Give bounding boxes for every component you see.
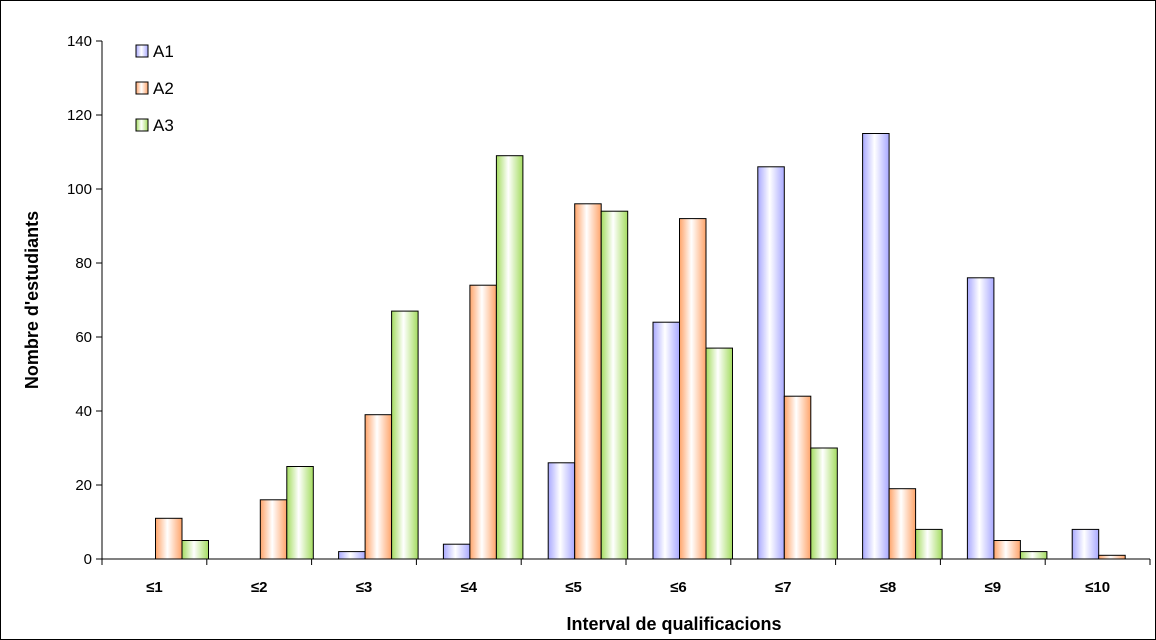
y-tick-label: 140 [67,33,92,50]
y-axis-title: Nombre d'estudiants [22,211,42,389]
legend-swatch-A1 [135,44,149,58]
bar-A2-5 [574,203,602,560]
x-categories-layer: ≤1 ≤2 ≤3 ≤4 ≤5 ≤6 ≤7 ≤8 ≤9 ≤10 [146,579,1110,596]
bar-A2-10 [1098,554,1126,560]
bar-A1-9 [966,277,995,560]
x-tick-label: ≤10 [1085,579,1110,596]
bar-A3-8 [915,528,943,560]
bar-A1-8 [862,133,890,560]
bar-A1-4 [442,543,471,560]
bar-A2-4 [469,284,497,560]
y-tick-label: 100 [67,181,92,198]
bar-A3-9 [1019,551,1048,560]
y-tick-label: 120 [67,107,92,124]
x-tick-label: ≤6 [670,579,687,596]
x-tick-label: ≤5 [565,579,582,596]
x-tick-label: ≤4 [461,579,478,596]
axes-layer [101,41,1151,565]
x-tick-label: ≤9 [985,579,1002,596]
bar-A1-7 [757,166,785,560]
y-ticks-layer: 0 20 40 60 80 100 120 140 [67,33,102,568]
bars-layer [155,133,1126,560]
bar-A2-7 [783,395,812,560]
y-tick-label: 60 [75,329,92,346]
legend-label-A1: A1 [153,42,174,61]
bar-A1-6 [652,321,680,560]
bar-A2-8 [888,488,917,560]
y-tick-label: 40 [75,403,92,420]
bar-A2-3 [364,414,393,560]
bar-A3-3 [391,310,419,560]
legend-swatch-A3 [135,118,149,132]
x-tick-label: ≤7 [775,579,792,596]
bar-A2-9 [993,540,1021,560]
y-tick-label: 0 [84,551,92,568]
bar-A1-3 [338,551,366,560]
bar-A3-4 [495,155,524,560]
bar-A2-1 [155,517,183,560]
bar-A3-5 [600,210,629,560]
x-axis-title: Interval de qualificacions [566,614,781,634]
bar-A3-1 [181,540,209,560]
legend-label-A3: A3 [153,116,174,135]
bar-A1-10 [1071,528,1100,560]
y-tick-label: 80 [75,255,92,272]
x-tick-label: ≤2 [251,579,268,596]
legend-swatch-A2 [135,81,149,95]
bar-A3-7 [810,447,838,560]
y-tick-label: 20 [75,477,92,494]
bar-A3-6 [705,347,733,560]
x-tick-label: ≤8 [880,579,897,596]
legend: A1 A2 A3 [135,42,174,135]
bar-A3-2 [286,466,314,560]
bar-A2-2 [259,499,288,560]
x-tick-label: ≤1 [146,579,163,596]
legend-label-A2: A2 [153,79,174,98]
bar-A2-6 [679,218,707,560]
x-tick-label: ≤3 [356,579,373,596]
bar-A1-5 [547,462,576,560]
